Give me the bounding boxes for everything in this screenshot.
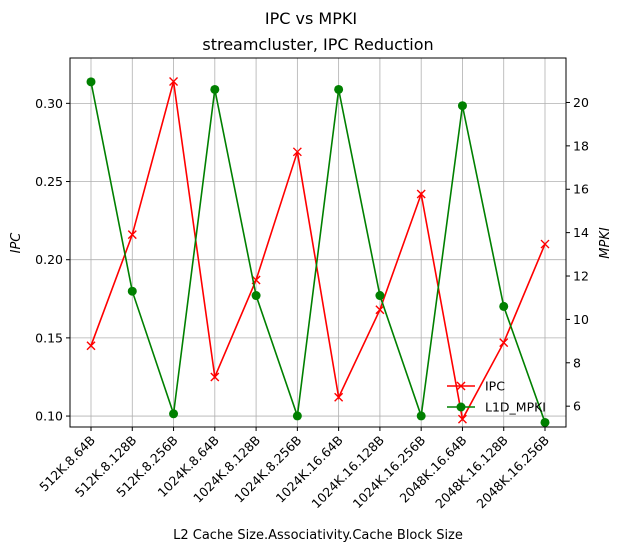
series-layer xyxy=(86,76,550,427)
x-tick-label: 2048K.16.256B xyxy=(473,433,552,512)
data-point-l1d_mpki xyxy=(86,77,96,87)
marker-x-stroke xyxy=(169,76,179,86)
legend-label: L1D_MPKI xyxy=(485,400,546,415)
chart-suptitle: IPC vs MPKI xyxy=(265,9,357,28)
y-tick-label-right: 8 xyxy=(573,355,581,370)
data-point-l1d_mpki xyxy=(127,286,137,296)
y-tick-label-left: 0.25 xyxy=(35,174,63,189)
marker-x-stroke xyxy=(127,230,137,240)
axis-right: 6 8 10 12 14 16 18 20 xyxy=(566,95,589,414)
data-point-ipc xyxy=(416,189,426,199)
legend-marker xyxy=(456,402,466,412)
marker-x-stroke xyxy=(292,147,302,157)
data-point-ipc xyxy=(292,147,302,157)
legend-marker xyxy=(456,381,466,391)
y-tick-label-right: 20 xyxy=(573,95,589,110)
data-point-ipc xyxy=(210,372,220,382)
marker-x-stroke xyxy=(375,305,385,315)
x-tick-label: 1024K.16.128B xyxy=(308,433,387,512)
y-axis-label-left: IPC xyxy=(9,232,24,254)
y-tick-label-right: 16 xyxy=(573,182,589,197)
marker-x-stroke xyxy=(457,414,467,424)
y-tick-label-left: 0.30 xyxy=(35,96,63,111)
y-tick-label-right: 12 xyxy=(573,269,589,284)
marker-x-stroke xyxy=(499,338,509,348)
data-point-l1d_mpki xyxy=(457,101,467,111)
y-tick-label-left: 0.10 xyxy=(35,409,63,424)
legend-label: IPC xyxy=(485,379,505,394)
chart-title: streamcluster, IPC Reduction xyxy=(202,35,433,54)
y-tick-label-right: 18 xyxy=(573,138,589,153)
grid-layer xyxy=(70,58,566,427)
x-tick-label: 1024K.16.256B xyxy=(350,433,429,512)
data-point-l1d_mpki xyxy=(251,291,261,301)
marker-x-stroke xyxy=(210,372,220,382)
data-point-ipc xyxy=(540,239,550,249)
marker-x-stroke xyxy=(540,239,550,249)
axis-x: 512K.8.64B512K.8.128B512K.8.256B1024K.8.… xyxy=(36,427,552,511)
y-tick-label-right: 14 xyxy=(573,225,589,240)
y-tick-label-right: 10 xyxy=(573,312,589,327)
x-tick-label: 2048K.16.128B xyxy=(432,433,511,512)
series-line-l1d_mpki xyxy=(90,81,546,423)
data-point-ipc xyxy=(499,338,509,348)
data-point-l1d_mpki xyxy=(169,409,179,419)
data-point-ipc xyxy=(457,414,467,424)
y-tick-label-left: 0.15 xyxy=(35,330,63,345)
data-point-ipc xyxy=(334,392,344,402)
data-point-l1d_mpki xyxy=(375,291,385,301)
data-point-l1d_mpki xyxy=(334,84,344,94)
marker-x-stroke xyxy=(86,341,96,351)
y-tick-label-right: 6 xyxy=(573,399,581,414)
x-axis-label: L2 Cache Size.Associativity.Cache Block … xyxy=(173,528,463,543)
data-point-l1d_mpki xyxy=(292,411,302,421)
legend: IPC L1D_MPKI xyxy=(447,379,546,415)
axis-left: 0.10 0.15 0.20 0.25 0.30 xyxy=(35,96,70,424)
data-point-ipc xyxy=(169,76,179,86)
marker-x-stroke xyxy=(456,381,466,391)
marker-x-stroke xyxy=(334,392,344,402)
data-point-ipc xyxy=(127,230,137,240)
marker-x-stroke xyxy=(416,189,426,199)
data-point-l1d_mpki xyxy=(416,411,426,421)
y-tick-label-left: 0.20 xyxy=(35,252,63,267)
data-point-ipc xyxy=(375,305,385,315)
plot-frame xyxy=(69,57,567,428)
data-point-ipc xyxy=(86,341,96,351)
data-point-l1d_mpki xyxy=(499,301,509,311)
y-axis-label-right: MPKI xyxy=(598,227,613,259)
data-point-l1d_mpki xyxy=(210,84,220,94)
data-point-l1d_mpki xyxy=(540,417,550,427)
